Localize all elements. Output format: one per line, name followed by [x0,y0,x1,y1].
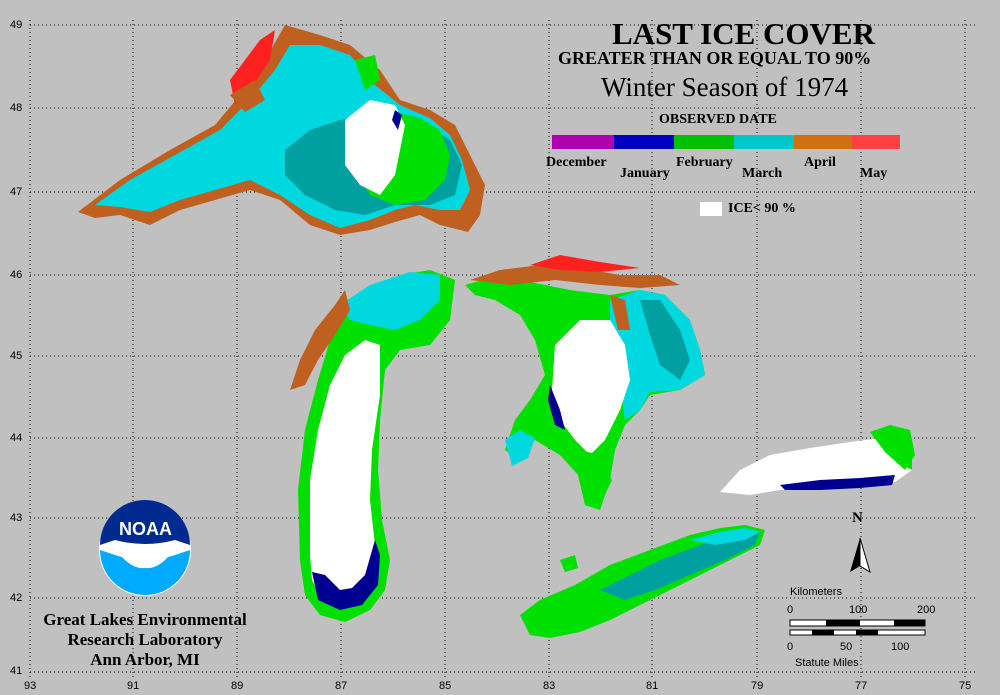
lon-label-75: 75 [959,680,972,692]
lon-label-77: 77 [855,680,868,692]
scale-km-tick-200: 200 [917,604,936,616]
lon-label-83: 83 [543,680,556,692]
map-title: LAST ICE COVER [612,16,876,51]
north-label: N [852,510,863,526]
lat-label-46: 46 [10,269,23,281]
lon-label-87: 87 [335,680,348,692]
legend-march-label: March [742,166,783,181]
lat-label-42: 42 [10,592,23,604]
lab-name-line1: Great Lakes Environmental [43,610,247,629]
lat-label-45: 45 [10,350,23,362]
legend-ice-label: ICE< 90 % [728,201,796,216]
scale-mi-tick-50: 50 [840,641,853,653]
lab-location: Ann Arbor, MI [90,650,200,669]
legend-april-label: April [804,155,836,170]
map-subtitle: GREATER THAN OR EQUAL TO 90% [558,48,872,68]
legend-december-swatch [552,135,614,149]
lat-label-48: 48 [10,102,23,114]
lat-label-47: 47 [10,186,23,198]
season-label: Winter Season of 1974 [601,72,849,102]
lat-label-44: 44 [10,432,23,444]
scale-mi-tick-100: 100 [891,641,910,653]
lon-label-79: 79 [751,680,764,692]
legend-december-label: December [546,155,607,170]
noaa-logo [99,500,191,596]
legend-january-swatch [614,135,674,149]
legend-color-bar [552,135,900,149]
scale-km-label: Kilometers [790,586,842,598]
legend-march-swatch [734,135,794,149]
lake-superior [78,25,485,235]
legend-february-label: February [676,155,733,170]
lon-label-85: 85 [439,680,452,692]
scale-km-tick-0: 0 [787,604,794,616]
scale-bar [789,619,926,636]
legend-april-swatch [794,135,852,149]
scale-km-tick-100: 100 [849,604,868,616]
lat-label-43: 43 [10,512,23,524]
north-arrow [850,537,871,574]
scale-mi-label: Statute Miles [795,657,859,669]
lake-michigan [290,270,455,622]
lab-name-line2: Research Laboratory [67,630,223,649]
lat-label-49: 49 [10,19,23,31]
lake-huron [465,255,705,510]
lon-label-81: 81 [646,680,659,692]
legend-ice-swatch [700,202,722,216]
legend-heading: OBSERVED DATE [659,112,777,127]
legend-february-swatch [674,135,734,149]
lon-label-91: 91 [127,680,140,692]
lake-ontario [720,425,915,495]
noaa-logo-text: NOAA [119,519,172,539]
lat-label-41: 41 [10,665,23,677]
legend-may-label: May [860,166,888,181]
legend-january-label: January [620,166,670,181]
lon-label-93: 93 [24,680,37,692]
lon-label-89: 89 [231,680,244,692]
lake-erie [520,525,765,638]
scale-mi-tick-0: 0 [787,641,794,653]
legend-may-swatch [852,135,900,149]
